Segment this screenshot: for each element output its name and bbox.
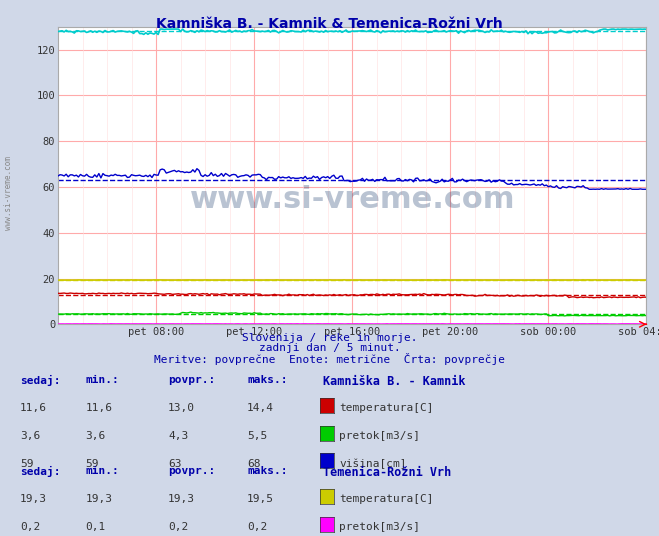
- Text: 3,6: 3,6: [86, 431, 106, 441]
- Text: 0,1: 0,1: [86, 522, 106, 532]
- Text: višina[cm]: višina[cm]: [339, 459, 407, 469]
- Text: 19,3: 19,3: [20, 494, 47, 504]
- Text: 0,2: 0,2: [20, 522, 40, 532]
- Text: 68: 68: [247, 459, 260, 469]
- Text: www.si-vreme.com: www.si-vreme.com: [4, 156, 13, 230]
- Text: pretok[m3/s]: pretok[m3/s]: [339, 431, 420, 441]
- Text: 63: 63: [168, 459, 181, 469]
- Text: 59: 59: [20, 459, 33, 469]
- Text: povpr.:: povpr.:: [168, 466, 215, 477]
- Text: www.si-vreme.com: www.si-vreme.com: [190, 185, 515, 214]
- Text: 19,3: 19,3: [86, 494, 113, 504]
- Text: maks.:: maks.:: [247, 466, 287, 477]
- Text: Slovenija / reke in morje.: Slovenija / reke in morje.: [242, 333, 417, 344]
- Text: 11,6: 11,6: [86, 403, 113, 413]
- Text: pretok[m3/s]: pretok[m3/s]: [339, 522, 420, 532]
- Text: povpr.:: povpr.:: [168, 375, 215, 385]
- Text: sedaj:: sedaj:: [20, 466, 60, 478]
- Text: sedaj:: sedaj:: [20, 375, 60, 386]
- Text: 5,5: 5,5: [247, 431, 268, 441]
- Text: Temenica-Rožni Vrh: Temenica-Rožni Vrh: [323, 466, 451, 479]
- Text: min.:: min.:: [86, 466, 119, 477]
- Text: Meritve: povprečne  Enote: metrične  Črta: povprečje: Meritve: povprečne Enote: metrične Črta:…: [154, 353, 505, 364]
- Text: temperatura[C]: temperatura[C]: [339, 494, 434, 504]
- Text: 0,2: 0,2: [168, 522, 188, 532]
- Text: 19,5: 19,5: [247, 494, 274, 504]
- Text: Kamniška B. - Kamnik & Temenica-Rožni Vrh: Kamniška B. - Kamnik & Temenica-Rožni Vr…: [156, 17, 503, 31]
- Text: 11,6: 11,6: [20, 403, 47, 413]
- Text: 19,3: 19,3: [168, 494, 195, 504]
- Text: min.:: min.:: [86, 375, 119, 385]
- Text: 59: 59: [86, 459, 99, 469]
- Text: 4,3: 4,3: [168, 431, 188, 441]
- Text: Kamniška B. - Kamnik: Kamniška B. - Kamnik: [323, 375, 465, 388]
- Text: 14,4: 14,4: [247, 403, 274, 413]
- Text: 13,0: 13,0: [168, 403, 195, 413]
- Text: 3,6: 3,6: [20, 431, 40, 441]
- Text: zadnji dan / 5 minut.: zadnji dan / 5 minut.: [258, 343, 401, 353]
- Text: 0,2: 0,2: [247, 522, 268, 532]
- Text: temperatura[C]: temperatura[C]: [339, 403, 434, 413]
- Text: maks.:: maks.:: [247, 375, 287, 385]
